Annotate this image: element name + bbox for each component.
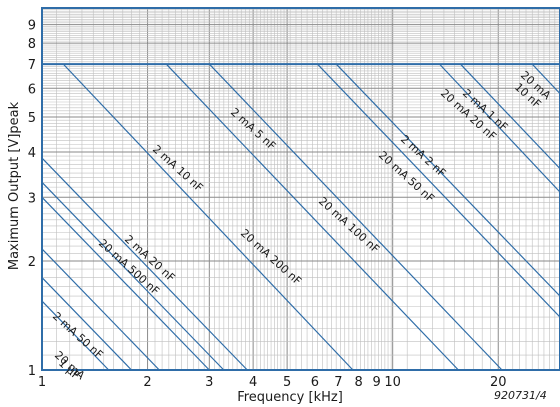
- figure-reference: 920731/4: [494, 389, 547, 402]
- x-tick-label: 3: [205, 375, 213, 390]
- x-tick-label: 4: [249, 375, 257, 390]
- y-tick-label: 5: [28, 111, 36, 126]
- x-tick-label: 20: [490, 375, 507, 390]
- series-line: [439, 63, 560, 193]
- series-line: [459, 63, 560, 170]
- series-line: [165, 63, 459, 371]
- x-axis-title: Frequency [kHz]: [237, 390, 343, 405]
- series-line: [208, 63, 503, 371]
- series-line: [335, 63, 560, 297]
- chart-frame: [41, 7, 560, 371]
- series-line: [316, 63, 560, 318]
- series-line: [41, 300, 110, 371]
- x-tick-label: 7: [334, 375, 342, 390]
- x-tick-label: 8: [355, 375, 363, 390]
- x-tick-label: 5: [283, 375, 291, 390]
- x-tick-label: 9: [372, 375, 380, 390]
- chart-series: [41, 63, 560, 371]
- y-tick-label: 6: [28, 82, 36, 97]
- y-tick-label: 7: [28, 58, 36, 73]
- series-line: [62, 63, 354, 371]
- y-tick-label: 4: [28, 146, 36, 161]
- series-line: [531, 63, 560, 95]
- x-tick-label: 2: [143, 375, 151, 390]
- y-tick-label: 2: [28, 255, 36, 270]
- series-line: [41, 181, 225, 371]
- x-tick-label: 10: [384, 375, 401, 390]
- plot-frame: [41, 7, 560, 371]
- y-tick-label: 8: [28, 37, 36, 52]
- series-line: [41, 248, 160, 371]
- series-line: [41, 157, 248, 371]
- series-line: [41, 277, 132, 371]
- y-tick-label: 9: [28, 19, 36, 34]
- y-tick-label: 3: [28, 191, 36, 206]
- x-tick-label: 1: [38, 375, 46, 390]
- y-tick-label: 1: [28, 364, 36, 379]
- y-axis-title: Maximum Output [V]peak: [7, 101, 22, 270]
- x-tick-label: 6: [311, 375, 319, 390]
- series-line: [41, 196, 210, 371]
